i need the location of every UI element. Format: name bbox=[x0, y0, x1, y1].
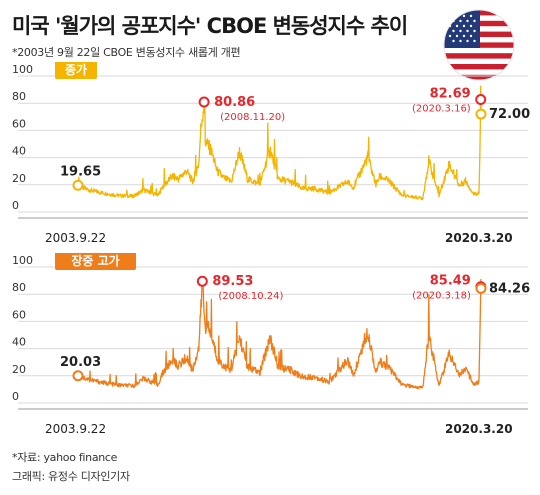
value-marker bbox=[72, 179, 84, 191]
y-tick-label: 60 bbox=[12, 117, 26, 130]
data-label: 85.49 bbox=[430, 274, 471, 289]
us-flag-icon bbox=[442, 8, 516, 86]
value-marker bbox=[475, 282, 487, 294]
value-marker bbox=[475, 108, 487, 120]
peak-marker bbox=[198, 96, 210, 108]
data-label: 80.86 bbox=[214, 95, 255, 110]
y-tick-label: 40 bbox=[12, 145, 26, 158]
series-label-badge bbox=[55, 253, 136, 270]
data-date-label: (2008.11.20) bbox=[220, 112, 285, 123]
y-tick-label: 40 bbox=[12, 336, 26, 349]
graphic-credit: 그래픽: 유정수 디자인기자 bbox=[12, 470, 130, 483]
x-end-label: 2020.3.20 bbox=[445, 231, 513, 245]
source-note: *자료: yahoo finance bbox=[12, 451, 118, 464]
series-line bbox=[77, 85, 482, 201]
data-label: 19.65 bbox=[60, 164, 101, 179]
x-start-label: 2003.9.22 bbox=[45, 231, 106, 245]
y-tick-label: 0 bbox=[12, 390, 19, 403]
chart-title: 미국 '월가의 공포지수' CBOE 변동성지수 추이 bbox=[12, 14, 408, 38]
y-tick-label: 80 bbox=[12, 90, 26, 103]
intraday-high-svg: 0 20 40 60 80 100 장중 고가 20.03 89.53 (2008.10.24) 8… bbox=[12, 253, 530, 436]
data-label: 84.26 bbox=[489, 281, 530, 296]
series-label: 장중 고가 bbox=[71, 253, 119, 268]
y-tick-label: 100 bbox=[12, 63, 33, 76]
x-start-label: 2003.9.22 bbox=[45, 422, 106, 436]
data-date-label: (2020.3.16) bbox=[412, 104, 471, 115]
y-tick-label: 60 bbox=[12, 308, 26, 321]
closing-price-svg: 0 20 40 60 80 100 종가 19.65 80.86 (2008.11.20) 82.6… bbox=[12, 62, 530, 245]
series-label-badge bbox=[55, 62, 97, 79]
y-tick-label: 20 bbox=[12, 172, 26, 185]
data-label: 89.53 bbox=[212, 274, 253, 289]
data-date-label: (2020.3.18) bbox=[412, 291, 471, 302]
series-line bbox=[77, 278, 482, 390]
peak-marker bbox=[475, 94, 487, 106]
y-tick-label: 80 bbox=[12, 281, 26, 294]
y-tick-label: 0 bbox=[12, 199, 19, 212]
x-end-label: 2020.3.20 bbox=[445, 422, 513, 436]
intraday-high-chart: 0 20 40 60 80 100 장중 고가 20.03 89.53 (2008.10.24) 8… bbox=[0, 253, 540, 443]
data-label: 82.69 bbox=[430, 87, 471, 102]
y-tick-label: 100 bbox=[12, 254, 33, 267]
peak-marker bbox=[196, 275, 208, 287]
data-date-label: (2008.10.24) bbox=[218, 291, 283, 302]
data-label: 20.03 bbox=[60, 355, 101, 370]
closing-price-chart: 0 20 40 60 80 100 종가 19.65 80.86 (2008.11.20) 82.6… bbox=[0, 62, 540, 252]
chart-subtitle: *2003년 9월 22일 CBOE 변동성지수 새롭게 개편 bbox=[12, 46, 241, 59]
y-tick-label: 20 bbox=[12, 363, 26, 376]
value-marker bbox=[72, 370, 84, 382]
series-label: 종가 bbox=[65, 62, 87, 77]
data-label: 72.00 bbox=[489, 107, 530, 122]
